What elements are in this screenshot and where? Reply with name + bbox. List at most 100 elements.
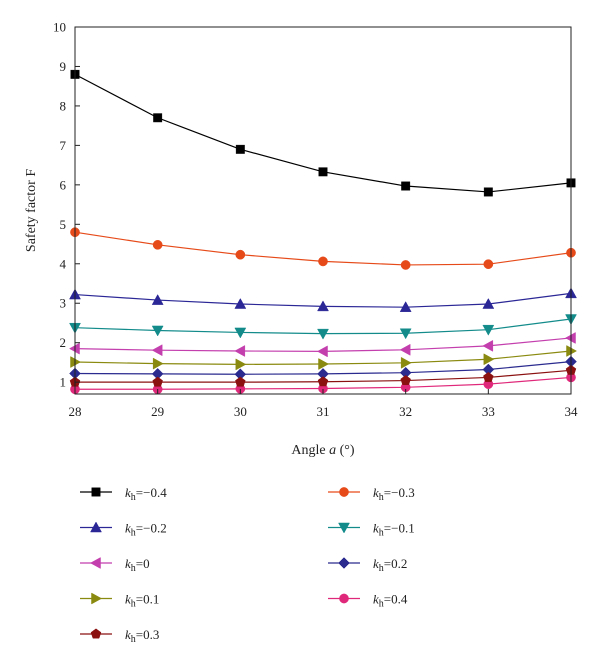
legend-subscript: h: [379, 563, 384, 574]
legend-marker: [91, 487, 101, 497]
series: [70, 69, 576, 197]
legend-label: kh=−0.4: [125, 485, 167, 503]
data-point: [152, 376, 163, 387]
x-axis-label: Angle a (°): [291, 443, 354, 458]
data-point: [151, 325, 164, 337]
legend-k: k: [125, 556, 131, 571]
data-point: [400, 375, 411, 386]
legend-marker: [90, 628, 102, 639]
x-tick-label: 31: [317, 404, 330, 419]
data-point: [399, 301, 412, 312]
legend-value: =−0.3: [384, 485, 415, 500]
legend-subscript: h: [379, 492, 384, 503]
legend-label: kh=−0.1: [373, 521, 415, 539]
data-point: [151, 294, 164, 305]
series: [70, 227, 576, 270]
legend-marker: [339, 487, 349, 497]
x-axis-label-var: a: [329, 443, 336, 458]
data-point: [482, 298, 495, 309]
legend-item: kh=−0.2: [80, 521, 167, 539]
data-point: [234, 298, 247, 309]
series: [69, 287, 577, 312]
legend-value: =0.4: [384, 592, 408, 607]
legend-k: k: [125, 592, 131, 607]
legend-subscript: h: [379, 528, 384, 539]
data-point: [235, 249, 246, 260]
x-tick-label: 33: [482, 404, 495, 419]
data-point: [483, 371, 494, 382]
legend-k: k: [125, 521, 131, 536]
data-point: [482, 339, 494, 352]
data-point: [153, 113, 163, 123]
data-point: [318, 358, 330, 370]
x-tick-label: 30: [234, 404, 247, 419]
data-point: [152, 239, 163, 250]
y-tick-label: 2: [60, 335, 67, 350]
legend-label: kh=−0.2: [125, 521, 167, 539]
legend: kh=−0.4 kh=−0.3kh=−0.2 kh=−0.1kh=0 kh=0.2kh…: [80, 485, 415, 645]
legend-item: kh=0.1: [80, 592, 159, 610]
legend-k: k: [125, 627, 131, 642]
data-point: [152, 357, 164, 370]
legend-label: kh=0.4: [373, 592, 408, 610]
legend-value: =0: [136, 556, 150, 571]
y-tick-label: 9: [60, 59, 67, 74]
data-point: [317, 300, 329, 312]
y-tick-label: 8: [60, 98, 67, 113]
data-point: [483, 259, 494, 270]
series: [69, 314, 577, 340]
data-point: [483, 187, 493, 197]
x-axis-label-suffix: (°): [336, 443, 355, 458]
series: [69, 355, 577, 381]
data-point: [317, 328, 329, 340]
y-tick-label: 4: [60, 256, 67, 271]
legend-marker: [89, 557, 101, 569]
legend-subscript: h: [131, 563, 136, 574]
series: [68, 332, 576, 358]
legend-marker: [90, 521, 102, 533]
legend-item: kh=−0.1: [328, 521, 415, 539]
legend-subscript: h: [379, 599, 384, 610]
data-point: [235, 358, 247, 371]
data-point: [399, 328, 412, 340]
legend-value: =−0.1: [384, 521, 415, 536]
legend-k: k: [373, 485, 379, 500]
data-point: [399, 343, 411, 356]
legend-value: =−0.4: [136, 485, 167, 500]
legend-label: kh=−0.3: [373, 485, 415, 503]
data-point: [234, 327, 247, 339]
legend-item: kh=0.2: [328, 556, 407, 574]
legend-label: kh=0.2: [373, 556, 407, 574]
data-point: [316, 345, 328, 358]
legend-label: kh=0.1: [125, 592, 159, 610]
legend-subscript: h: [131, 492, 136, 503]
y-tick-label: 7: [60, 138, 67, 153]
y-tick-label: 6: [60, 177, 67, 192]
data-point: [482, 324, 495, 336]
data-point: [483, 353, 495, 366]
legend-value: =0.2: [384, 556, 408, 571]
y-tick-label: 1: [60, 375, 67, 390]
legend-item: kh=0.4: [328, 592, 408, 610]
legend-value: =−0.2: [136, 521, 167, 536]
y-tick-label: 3: [60, 296, 67, 311]
legend-k: k: [373, 556, 379, 571]
y-tick-label: 10: [53, 20, 66, 35]
legend-subscript: h: [131, 528, 136, 539]
legend-marker: [91, 592, 103, 605]
legend-k: k: [373, 521, 379, 536]
legend-marker: [339, 593, 349, 604]
data-point: [318, 167, 328, 177]
data-point: [400, 260, 411, 270]
data-point: [318, 256, 328, 267]
legend-value: =0.1: [136, 592, 160, 607]
legend-label: kh=0: [125, 556, 150, 574]
legend-k: k: [125, 485, 131, 500]
data-point: [235, 144, 245, 154]
y-tick-label: 5: [60, 217, 67, 232]
x-tick-label: 34: [565, 404, 579, 419]
legend-value: =0.3: [136, 627, 160, 642]
legend-item: kh=−0.4: [80, 485, 167, 503]
